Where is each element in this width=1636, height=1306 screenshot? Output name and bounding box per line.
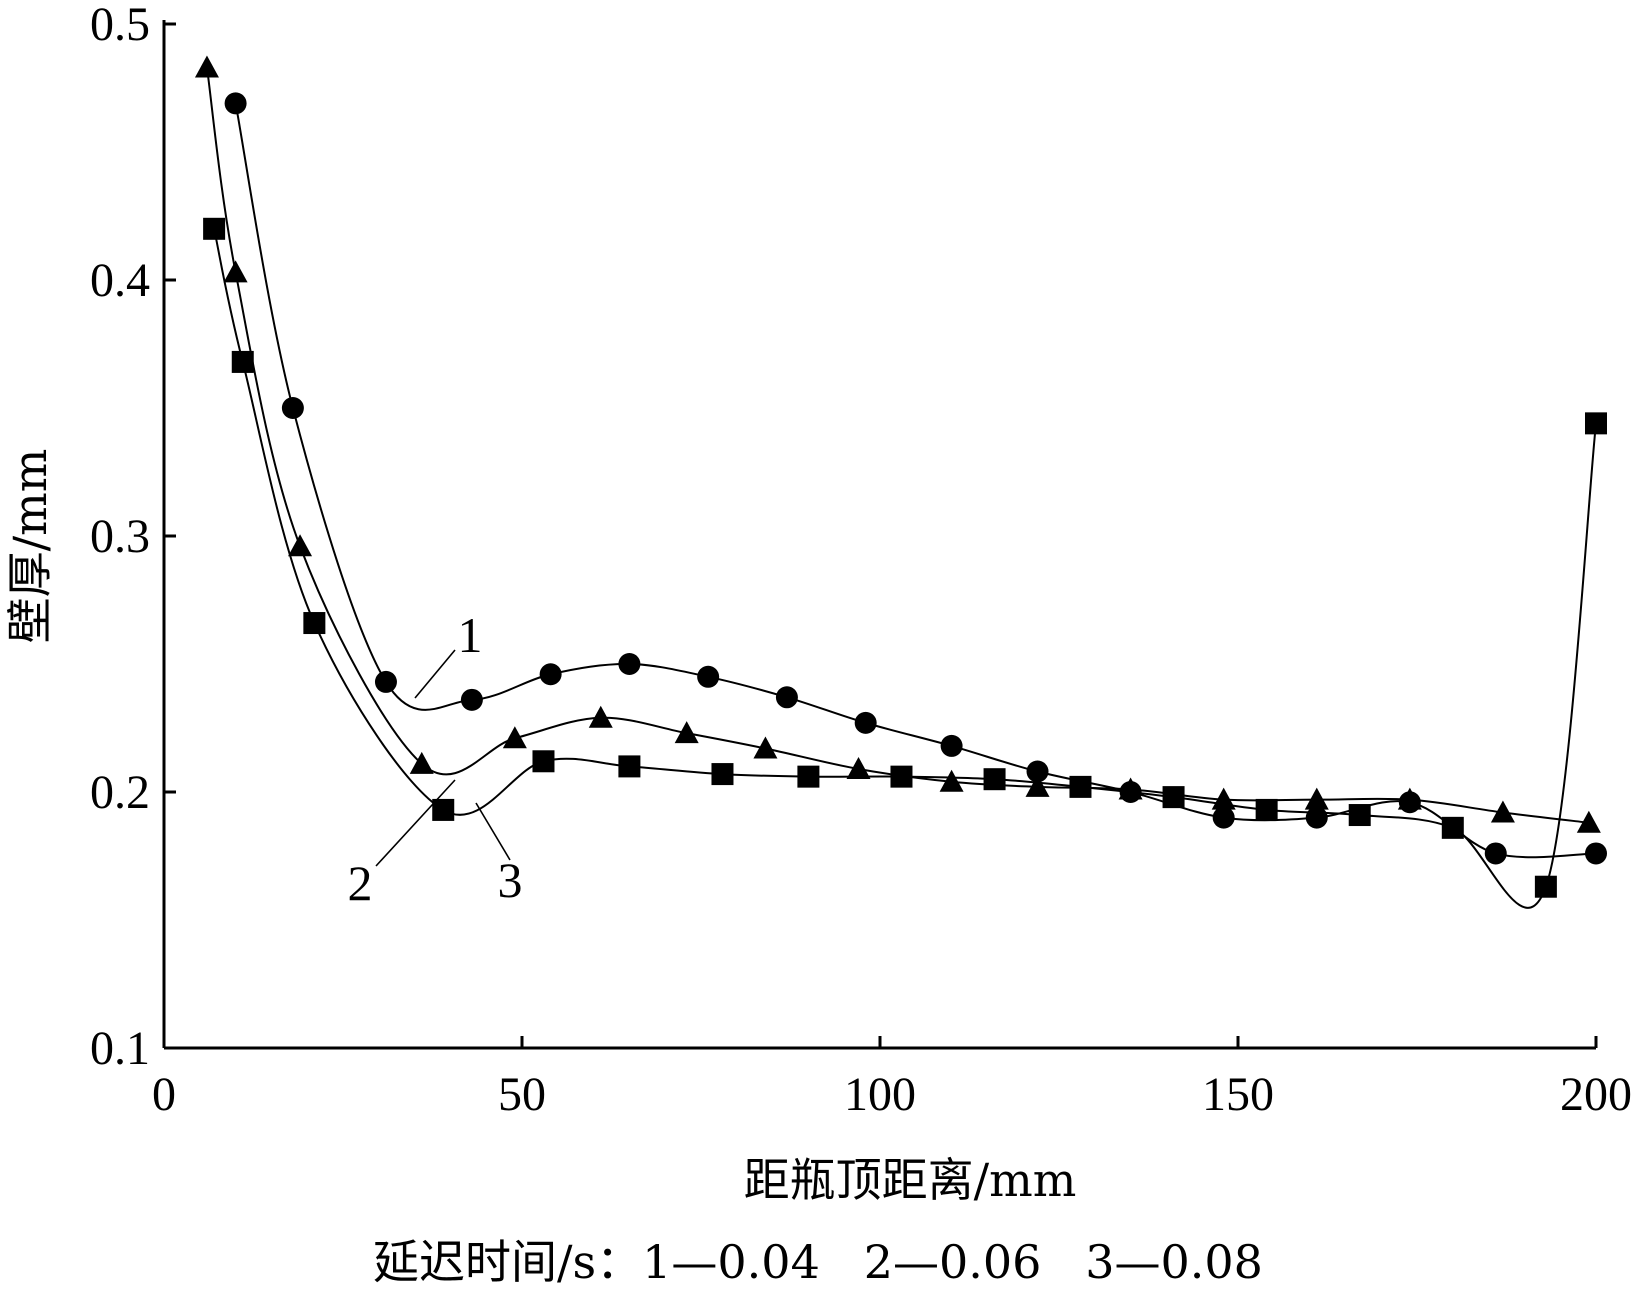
series-3-leader	[475, 802, 511, 861]
series-2-point	[588, 705, 613, 728]
series-3-point	[1441, 816, 1464, 839]
series-1-point	[618, 653, 641, 675]
series-1-line	[234, 103, 1597, 859]
series-2-point	[1304, 787, 1329, 810]
series-1-point	[224, 92, 247, 115]
series-2-point	[223, 260, 248, 283]
y-tick-label: 0.5	[90, 0, 150, 51]
series-3-point	[1585, 412, 1607, 435]
y-tick-label: 0.3	[90, 510, 150, 563]
series-2-point	[753, 736, 778, 759]
series-3-point	[1348, 804, 1371, 827]
series-2-leader	[375, 779, 456, 867]
x-tick-label: 150	[1202, 1068, 1274, 1121]
series-3-point	[890, 765, 913, 788]
series-3-point	[432, 798, 455, 821]
series-2-point	[1576, 810, 1601, 833]
markers	[194, 55, 1607, 898]
series-3-point	[1534, 875, 1557, 898]
series-3-point	[231, 350, 254, 373]
series-1-label: 1	[458, 607, 483, 663]
series-3-point	[1255, 798, 1278, 821]
series-2-point	[1490, 800, 1515, 823]
series-3-point	[1069, 775, 1092, 798]
x-axis-title: 距瓶顶距离/mm	[744, 1153, 1077, 1207]
axes: 0 50 100 150 200 0.1 0.2 0.3 0.4 0.5 距瓶顶距离/mm 壁厚/mm	[3, 0, 1632, 1207]
x-tick-label: 100	[844, 1068, 916, 1121]
series-1-point	[1585, 842, 1607, 865]
series-3-line	[213, 228, 1597, 909]
series-2-point	[1025, 774, 1050, 797]
series-3-point	[303, 612, 326, 635]
series-1-point	[281, 397, 304, 419]
series-3-label: 3	[498, 852, 523, 908]
series-3-point	[618, 755, 641, 778]
x-tick-label: 200	[1560, 1068, 1632, 1121]
x-tick-label: 0	[152, 1068, 176, 1121]
y-axis-title: 壁厚/mm	[3, 449, 57, 644]
series-2-point	[1397, 787, 1422, 810]
series-1-point	[697, 665, 720, 688]
y-tick-label: 0.2	[90, 766, 150, 819]
series-2-line	[205, 67, 1589, 824]
series-2-point	[939, 769, 964, 792]
x-tick-label: 50	[498, 1068, 546, 1121]
y-tick-label: 0.1	[90, 1022, 150, 1075]
series-1-point	[854, 711, 877, 734]
series-3-point	[797, 765, 820, 788]
series-1-point	[940, 734, 963, 757]
series-2-point	[846, 756, 871, 779]
series-2-point	[1211, 787, 1236, 810]
series-3-point	[711, 763, 734, 786]
series-1-point	[1026, 760, 1049, 783]
series-3-point	[1162, 786, 1185, 809]
series-3-point	[203, 217, 226, 240]
series-1-point	[1484, 842, 1507, 865]
series-1-point	[460, 688, 483, 711]
series-1-leader	[414, 649, 456, 699]
series-1-point	[374, 670, 397, 693]
series-1-point	[1212, 806, 1235, 829]
series-2-point	[674, 721, 699, 744]
series-2-point	[502, 726, 527, 749]
series-1-point	[539, 663, 562, 686]
series-3-point	[532, 750, 555, 773]
series-3-point	[983, 768, 1006, 791]
curve-labels: 1 2 3	[348, 607, 523, 911]
chart-caption: 延迟时间/s：1—0.04 2—0.06 3—0.08	[373, 1235, 1263, 1289]
series-2-point	[194, 55, 219, 78]
series-1-point	[775, 686, 798, 709]
series-2-point	[1118, 777, 1143, 800]
series-1-point	[1305, 806, 1328, 829]
series-2-point	[288, 534, 313, 557]
series-2-point	[409, 751, 434, 774]
series-2-label: 2	[348, 855, 373, 911]
y-tick-label: 0.4	[90, 254, 150, 307]
